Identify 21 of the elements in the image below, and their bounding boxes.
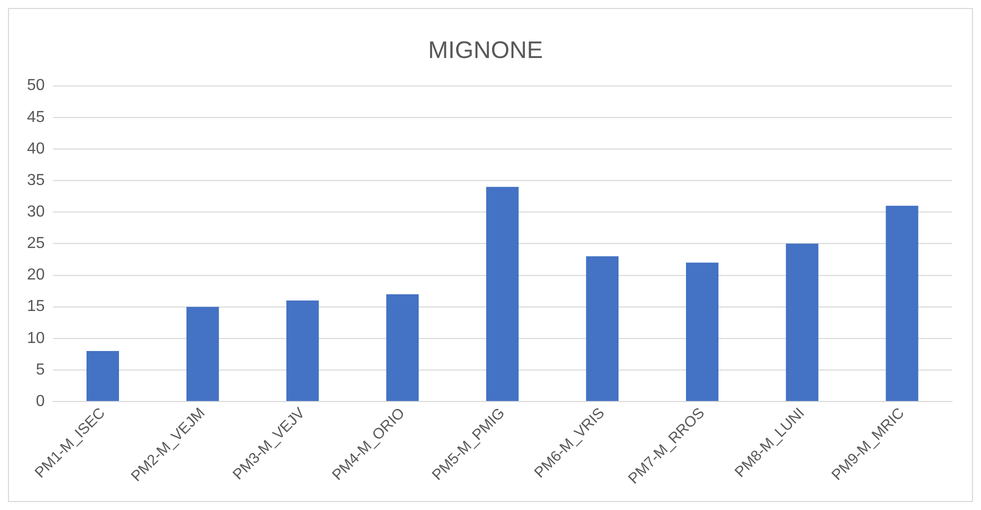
y-tick-label: 0 (36, 392, 45, 410)
bar (586, 256, 619, 402)
bar (886, 206, 918, 402)
bar (186, 306, 219, 402)
bar (286, 300, 319, 402)
y-tick-label: 40 (27, 140, 45, 158)
bar (786, 244, 818, 402)
chart-title: MIGNONE (428, 37, 543, 64)
y-tick-label: 20 (27, 266, 45, 284)
bar (486, 186, 519, 402)
y-tick-label: 30 (27, 204, 45, 221)
y-tick-label: 5 (36, 361, 45, 378)
bar (386, 294, 419, 402)
y-tick-label: 25 (27, 235, 45, 252)
y-tick-label: 50 (27, 77, 45, 94)
bar (86, 351, 119, 402)
y-tick-label: 45 (27, 108, 45, 126)
y-tick-label: 15 (27, 298, 45, 316)
bar (686, 262, 718, 402)
y-tick-label: 35 (27, 172, 45, 189)
y-tick-label: 10 (27, 330, 45, 347)
